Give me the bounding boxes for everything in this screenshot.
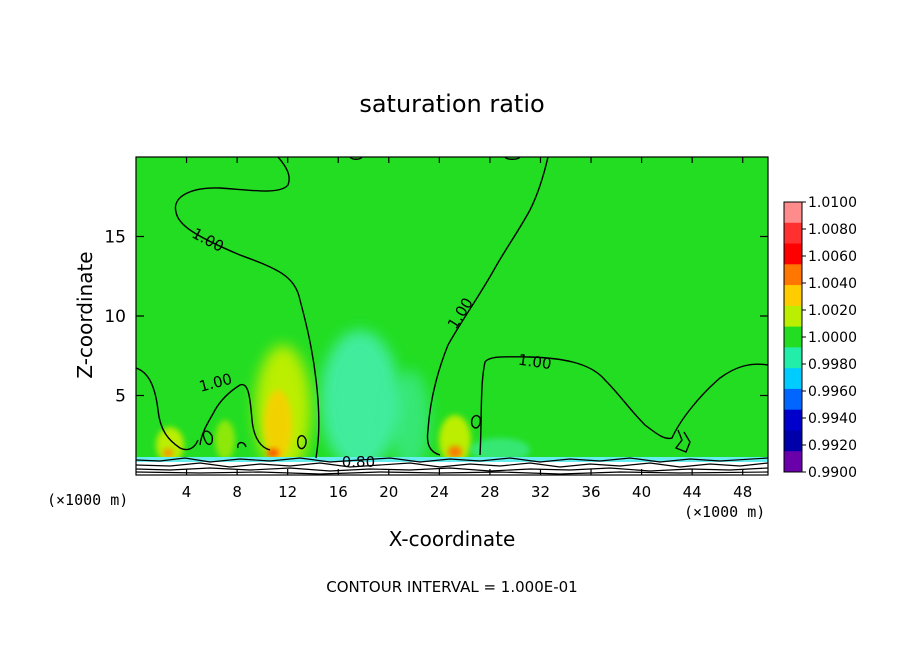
contour-small-5	[236, 441, 247, 449]
colorbar-label: 1.0040	[808, 276, 857, 292]
patch-orange-26	[448, 446, 462, 458]
contour-1-00-left-lower	[136, 367, 199, 451]
colorbar-label: 1.0000	[808, 330, 857, 346]
patch-yellow-12-core	[264, 390, 292, 460]
contour-1-00-right	[479, 356, 768, 456]
colorbar-swatch	[784, 451, 802, 473]
contours	[136, 157, 768, 459]
y-axis: 5 10 15	[104, 228, 768, 407]
x-tick-label: 36	[581, 483, 600, 501]
x-tick-label: 44	[683, 483, 702, 501]
colorbar-label: 0.9920	[808, 438, 857, 454]
y-axis-label: Z-coordinate	[73, 251, 97, 378]
contour-label: 1.00	[517, 351, 553, 373]
patch-yellow-26	[439, 415, 471, 465]
patch-cyan-30	[470, 438, 530, 462]
y-tick-label: 10	[104, 307, 126, 327]
colorbar: 1.0100 1.0080 1.0060 1.0040 1.0020 1.0000 0.99…	[783, 195, 857, 481]
colorbar-label: 1.0020	[808, 303, 857, 319]
colorbar-swatch	[784, 264, 802, 286]
colorbar-swatch	[784, 388, 802, 411]
colorbar-swatch	[784, 409, 802, 431]
x-tick-label: 20	[379, 483, 398, 501]
x-axis-label: X-coordinate	[389, 527, 516, 551]
patch-red-12	[267, 449, 279, 457]
plot-area	[136, 157, 768, 475]
patch-yellow-7	[215, 420, 235, 460]
surface-cyan-band	[136, 457, 768, 463]
colorbar-swatch	[784, 202, 802, 224]
colorbar-swatch	[784, 305, 802, 328]
colorbar-label: 1.0080	[808, 222, 857, 238]
colorbar-swatch	[784, 222, 802, 245]
surface-contours	[136, 457, 768, 475]
colorbar-swatch	[784, 430, 802, 452]
x-tick-label: 4	[182, 483, 192, 501]
colorbar-label: 0.9960	[808, 384, 857, 400]
anomaly-patches	[156, 330, 530, 475]
colorbar-swatch	[784, 347, 802, 369]
colorbar-label: 1.0100	[808, 195, 857, 211]
contour-1-00-left-upper	[174, 157, 320, 459]
contour-interval-footer: CONTOUR INTERVAL = 1.000E-01	[326, 578, 577, 596]
x-tick-label: 28	[480, 483, 499, 501]
x-tick-label: 40	[632, 483, 651, 501]
x-tick-label: 8	[232, 483, 242, 501]
colorbar-swatch	[784, 243, 802, 265]
colorbar-swatch	[784, 285, 802, 307]
x-tick-label: 24	[430, 483, 449, 501]
colorbar-label: 0.9900	[808, 465, 857, 481]
x-tick-label: 12	[278, 483, 297, 501]
colorbar-label: 0.9980	[808, 357, 857, 373]
patch-cyan-16-20	[320, 330, 400, 470]
y-tick-label: 15	[104, 228, 126, 248]
y-tick-label: 5	[115, 387, 126, 407]
x-tick-label: 48	[733, 483, 752, 501]
colorbar-label: 0.9940	[808, 411, 857, 427]
x-unit-right: (×1000 m)	[684, 503, 765, 521]
contour-small-4	[674, 429, 691, 453]
x-tick-label: 16	[329, 483, 348, 501]
contour-label: 0.80	[342, 453, 375, 471]
contour-1-00-left-mid	[199, 383, 271, 451]
x-unit-left: (×1000 m)	[47, 491, 128, 509]
chart-title: saturation ratio	[359, 90, 544, 118]
contour-1-00-center	[426, 157, 549, 456]
contour-top-2	[504, 157, 521, 160]
x-axis: 4 8 12 16 20 24 28 32 36 40 44 48	[182, 157, 752, 501]
colorbar-swatch	[784, 368, 802, 390]
contour-small-2	[470, 414, 482, 429]
patch-cyan-20-24	[390, 370, 430, 470]
patch-orange-3	[163, 449, 173, 457]
colorbar-swatch	[784, 326, 802, 348]
x-tick-label: 32	[531, 483, 550, 501]
contour-top-1	[349, 157, 363, 160]
contour-small-3	[296, 435, 307, 450]
contour-small-1	[202, 430, 214, 446]
colorbar-label: 1.0060	[808, 249, 857, 265]
patch-yellow-3	[156, 427, 184, 463]
